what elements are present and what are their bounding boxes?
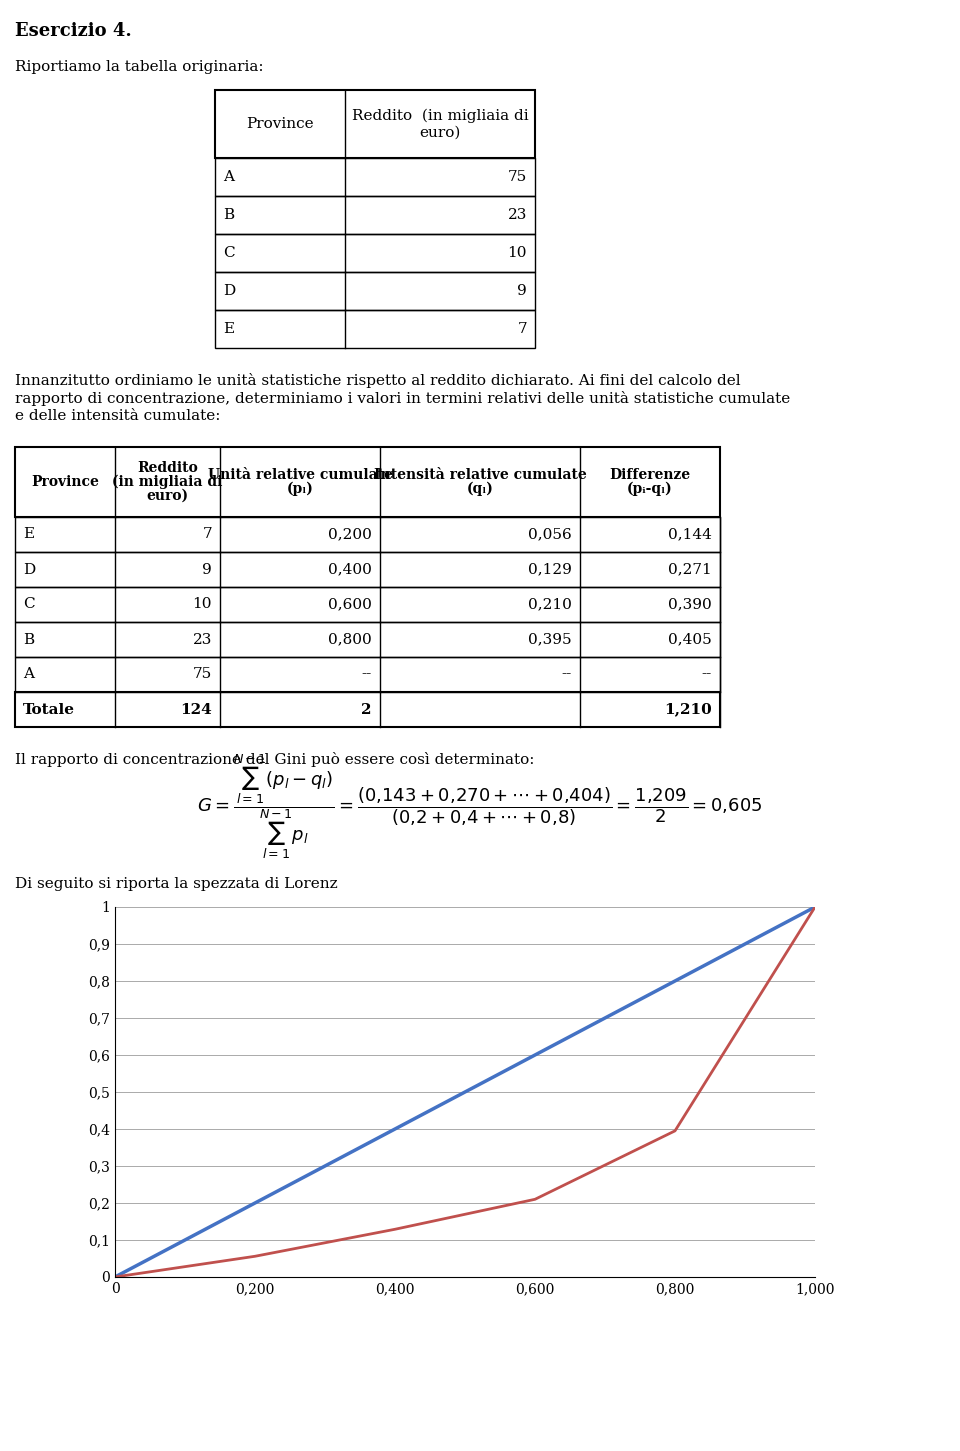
Bar	[15, 588, 720, 622]
Text: Reddito  (in migliaia di
euro): Reddito (in migliaia di euro)	[351, 109, 528, 139]
Text: 0,144: 0,144	[668, 528, 712, 541]
Text: Province: Province	[246, 118, 314, 131]
Text: Il rapporto di concentrazione del Gini può essere così determinato:: Il rapporto di concentrazione del Gini p…	[15, 752, 535, 768]
Text: (in migliaia di: (in migliaia di	[112, 474, 223, 489]
Text: 0,395: 0,395	[528, 633, 572, 647]
Text: 10: 10	[193, 598, 212, 611]
Bar	[215, 271, 535, 311]
Text: 10: 10	[508, 247, 527, 260]
Text: 0,390: 0,390	[668, 598, 712, 611]
Text: Innanzitutto ordiniamo le unità statistiche rispetto al reddito dichiarato. Ai f: Innanzitutto ordiniamo le unità statisti…	[15, 373, 740, 387]
Text: Esercizio 4.: Esercizio 4.	[15, 22, 132, 41]
Text: Di seguito si riporta la spezzata di Lorenz: Di seguito si riporta la spezzata di Lor…	[15, 876, 338, 891]
Text: 7: 7	[203, 528, 212, 541]
Text: Unità relative cumulate: Unità relative cumulate	[207, 469, 393, 482]
Text: Reddito: Reddito	[137, 461, 198, 474]
Bar	[15, 622, 720, 657]
Text: euro): euro)	[147, 489, 188, 503]
Text: Province: Province	[31, 474, 99, 489]
Text: 9: 9	[203, 563, 212, 576]
Text: A: A	[23, 667, 34, 682]
Text: E: E	[223, 322, 234, 337]
Text: (qₗ): (qₗ)	[467, 482, 493, 496]
Text: 7: 7	[517, 322, 527, 337]
Text: 0,800: 0,800	[328, 633, 372, 647]
Text: 75: 75	[508, 170, 527, 184]
Text: 0,129: 0,129	[528, 563, 572, 576]
Text: (pₗ): (pₗ)	[287, 482, 313, 496]
Text: 0,200: 0,200	[328, 528, 372, 541]
Text: 23: 23	[193, 633, 212, 647]
Bar	[15, 447, 720, 517]
Text: Differenze: Differenze	[610, 469, 690, 482]
Text: 0,600: 0,600	[328, 598, 372, 611]
Text: 23: 23	[508, 207, 527, 222]
Text: 75: 75	[193, 667, 212, 682]
Bar	[15, 551, 720, 588]
Bar	[15, 692, 720, 727]
Text: 9: 9	[517, 284, 527, 297]
Bar	[15, 657, 720, 692]
Text: 0,271: 0,271	[668, 563, 712, 576]
Text: Totale: Totale	[23, 702, 75, 717]
Text: Riportiamo la tabella originaria:: Riportiamo la tabella originaria:	[15, 59, 264, 74]
Text: B: B	[23, 633, 35, 647]
Text: --: --	[702, 667, 712, 682]
Text: D: D	[223, 284, 235, 297]
Text: 0,400: 0,400	[328, 563, 372, 576]
Bar	[215, 90, 535, 158]
Text: e delle intensità cumulate:: e delle intensità cumulate:	[15, 409, 221, 424]
Text: 1,210: 1,210	[664, 702, 712, 717]
Text: B: B	[223, 207, 234, 222]
Bar	[215, 158, 535, 196]
Text: E: E	[23, 528, 35, 541]
Bar	[215, 234, 535, 271]
Text: C: C	[223, 247, 234, 260]
Text: 124: 124	[180, 702, 212, 717]
Text: --: --	[362, 667, 372, 682]
Text: --: --	[562, 667, 572, 682]
Bar	[15, 517, 720, 551]
Bar	[215, 196, 535, 234]
Text: rapporto di concentrazione, determiniamo i valori in termini relativi delle unit: rapporto di concentrazione, determiniamo…	[15, 390, 790, 406]
Text: (pᵢ-qₗ): (pᵢ-qₗ)	[627, 482, 673, 496]
Text: 0,210: 0,210	[528, 598, 572, 611]
Text: 2: 2	[362, 702, 372, 717]
Text: $G = \dfrac{\sum_{l=1}^{N-1}(p_l - q_l)}{\sum_{l=1}^{N-1} p_l} = \dfrac{(0{,}143: $G = \dfrac{\sum_{l=1}^{N-1}(p_l - q_l)}…	[198, 753, 762, 862]
Text: C: C	[23, 598, 35, 611]
Text: Intensità relative cumulate: Intensità relative cumulate	[373, 469, 587, 482]
Text: A: A	[223, 170, 234, 184]
Text: 0,056: 0,056	[528, 528, 572, 541]
Bar	[215, 311, 535, 348]
Text: D: D	[23, 563, 36, 576]
Text: 0,405: 0,405	[668, 633, 712, 647]
